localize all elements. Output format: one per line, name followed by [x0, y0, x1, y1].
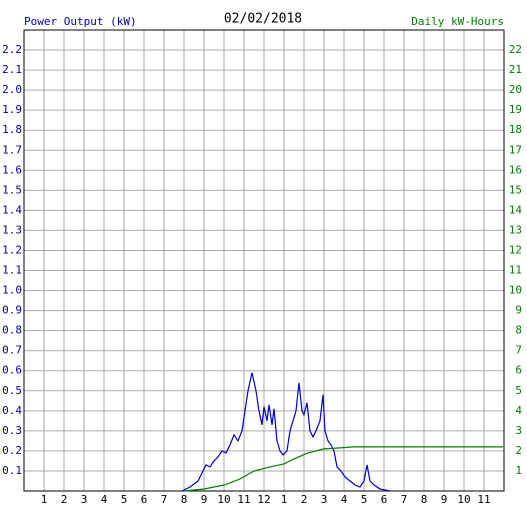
- x-tick-label: 4: [101, 493, 108, 506]
- y-tick-label: 1.2: [2, 243, 22, 256]
- y-tick-label: 1.8: [2, 123, 22, 136]
- x-tick-label: 3: [81, 493, 88, 506]
- y2-tick-label: 6: [515, 364, 522, 377]
- y-tick-label: 1.1: [2, 264, 22, 277]
- y2-tick-label: 10: [509, 284, 522, 297]
- chart-title: 02/02/2018: [224, 12, 302, 27]
- y2-tick-label: 4: [515, 404, 522, 417]
- x-tick-label: 2: [61, 493, 68, 506]
- y2-axis-label: Daily kW-Hours: [411, 15, 504, 28]
- x-tick-label: 12: [257, 493, 270, 506]
- y-tick-label: 1.4: [2, 203, 22, 216]
- y2-tick-label: 22: [509, 43, 522, 56]
- y2-tick-label: 11: [509, 264, 522, 277]
- y-axis-label: Power Output (kW): [24, 15, 137, 28]
- y-tick-label: 0.2: [2, 444, 22, 457]
- y-tick-label: 0.6: [2, 364, 22, 377]
- x-tick-label: 5: [361, 493, 368, 506]
- y-tick-label: 0.1: [2, 464, 22, 477]
- y-tick-label: 2.1: [2, 63, 22, 76]
- x-tick-label: 8: [421, 493, 428, 506]
- y2-tick-label: 20: [509, 83, 522, 96]
- y2-tick-label: 3: [515, 424, 522, 437]
- x-tick-label: 9: [201, 493, 208, 506]
- y2-tick-label: 13: [509, 223, 522, 236]
- x-tick-label: 5: [121, 493, 128, 506]
- y2-tick-label: 12: [509, 243, 522, 256]
- x-tick-label: 8: [181, 493, 188, 506]
- y2-tick-label: 8: [515, 324, 522, 337]
- x-tick-label: 1: [281, 493, 288, 506]
- x-tick-label: 6: [381, 493, 388, 506]
- y-tick-label: 0.8: [2, 324, 22, 337]
- y-tick-label: 0.7: [2, 344, 22, 357]
- x-tick-label: 10: [457, 493, 470, 506]
- y2-tick-label: 17: [509, 143, 522, 156]
- y-tick-label: 0.4: [2, 404, 22, 417]
- x-tick-label: 4: [341, 493, 348, 506]
- y2-tick-label: 19: [509, 103, 522, 116]
- x-tick-label: 11: [237, 493, 250, 506]
- y-tick-label: 0.5: [2, 384, 22, 397]
- x-tick-label: 9: [441, 493, 448, 506]
- y2-tick-label: 9: [515, 304, 522, 317]
- y-tick-label: 1.5: [2, 183, 22, 196]
- y2-tick-label: 15: [509, 183, 522, 196]
- x-tick-label: 1: [41, 493, 48, 506]
- y2-tick-label: 18: [509, 123, 522, 136]
- y-tick-label: 0.3: [2, 424, 22, 437]
- y2-tick-label: 14: [509, 203, 523, 216]
- x-tick-label: 6: [141, 493, 148, 506]
- x-tick-label: 2: [301, 493, 308, 506]
- x-tick-label: 10: [217, 493, 230, 506]
- y-tick-label: 1.6: [2, 163, 22, 176]
- x-tick-label: 11: [477, 493, 490, 506]
- y2-tick-label: 7: [515, 344, 522, 357]
- y-tick-label: 0.9: [2, 304, 22, 317]
- x-tick-label: 7: [401, 493, 408, 506]
- y2-tick-label: 16: [509, 163, 522, 176]
- x-tick-label: 7: [161, 493, 168, 506]
- y-tick-label: 2.2: [2, 43, 22, 56]
- line-series: [181, 372, 391, 492]
- y-tick-label: 2.0: [2, 83, 22, 96]
- plot-frame: [23, 29, 505, 492]
- y-tick-label: 1.9: [2, 103, 22, 116]
- y2-tick-label: 1: [515, 464, 522, 477]
- line-series: [183, 446, 503, 492]
- y2-tick-label: 2: [515, 444, 522, 457]
- y2-tick-label: 5: [515, 384, 522, 397]
- y2-tick-label: 21: [509, 63, 522, 76]
- y-tick-label: 1.3: [2, 223, 22, 236]
- x-tick-label: 3: [321, 493, 328, 506]
- y-tick-label: 1.7: [2, 143, 22, 156]
- y-tick-label: 1.0: [2, 284, 22, 297]
